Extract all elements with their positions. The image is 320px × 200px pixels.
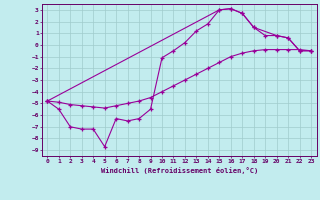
X-axis label: Windchill (Refroidissement éolien,°C): Windchill (Refroidissement éolien,°C) <box>100 167 258 174</box>
